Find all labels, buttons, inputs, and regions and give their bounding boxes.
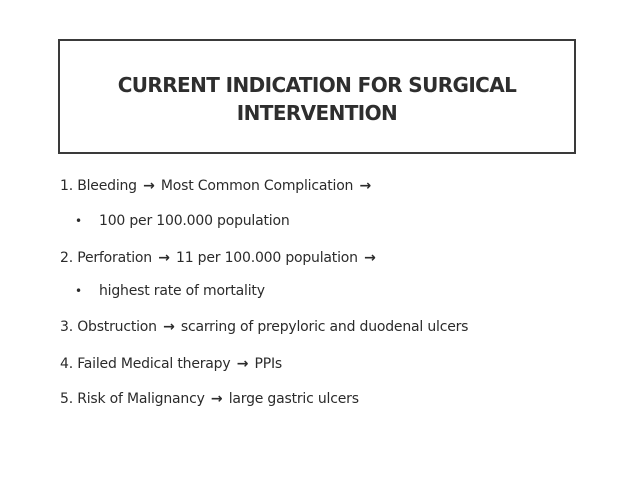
item-text: large gastric ulcers — [224, 391, 359, 407]
title-box: CURRENT INDICATION FOR SURGICAL INTERVEN… — [58, 39, 576, 154]
item-text: scarring of prepyloric and duodenal ulce… — [176, 319, 469, 335]
bullet-icon: • — [75, 214, 82, 228]
item-text: 2. Perforation — [60, 250, 157, 266]
subitem-bleeding-rate: • 100 per 100.000 population — [75, 213, 290, 229]
slide-title: CURRENT INDICATION FOR SURGICAL INTERVEN… — [117, 72, 517, 125]
subitem-mortality: • highest rate of mortality — [75, 283, 265, 299]
item-text: 11 per 100.000 population — [171, 250, 363, 266]
item-text: 3. Obstruction — [60, 319, 162, 335]
arrow-right-icon: → — [359, 178, 372, 194]
item-obstruction: 3. Obstruction → scarring of prepyloric … — [60, 319, 468, 335]
arrow-right-icon: → — [143, 178, 155, 194]
arrow-right-icon: → — [158, 250, 170, 266]
subitem-text: highest rate of mortality — [99, 283, 265, 299]
subitem-text: 100 per 100.000 population — [99, 213, 290, 229]
arrow-right-icon: → — [236, 356, 249, 372]
arrow-right-icon: → — [163, 319, 175, 335]
item-text: Most Common Complication — [156, 178, 358, 194]
bullet-icon: • — [75, 284, 82, 298]
item-text: PPIs — [250, 356, 282, 372]
arrow-right-icon: → — [364, 250, 376, 266]
item-text: 4. Failed Medical therapy — [60, 356, 235, 372]
item-bleeding: 1. Bleeding → Most Common Complication → — [60, 178, 373, 194]
item-failed-therapy: 4. Failed Medical therapy → PPIs — [60, 356, 282, 372]
arrow-right-icon: → — [210, 391, 223, 407]
item-text: 5. Risk of Malignancy — [60, 391, 209, 407]
item-text: 1. Bleeding — [60, 178, 142, 194]
item-perforation: 2. Perforation → 11 per 100.000 populati… — [60, 250, 378, 266]
item-malignancy: 5. Risk of Malignancy → large gastric ul… — [60, 391, 359, 407]
